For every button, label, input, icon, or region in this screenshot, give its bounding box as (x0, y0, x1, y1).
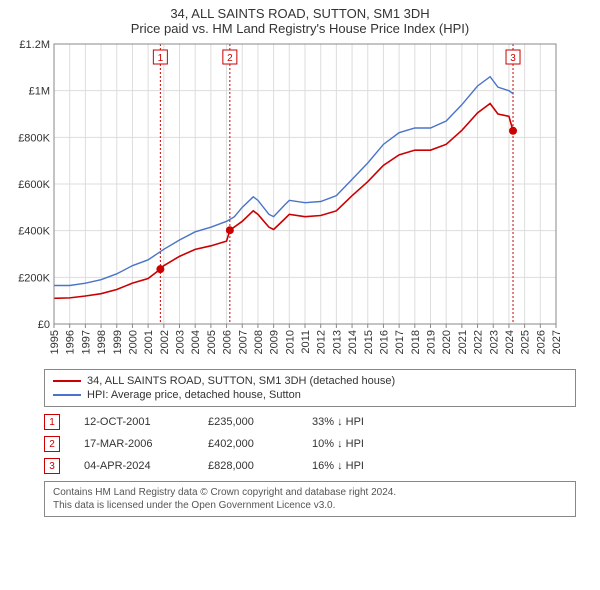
event-date: 04-APR-2024 (84, 460, 184, 472)
svg-text:£1M: £1M (29, 86, 50, 98)
svg-text:2017: 2017 (394, 330, 406, 354)
svg-text:2018: 2018 (410, 330, 422, 354)
svg-text:1998: 1998 (96, 330, 108, 354)
svg-text:2005: 2005 (206, 330, 218, 354)
legend-item: HPI: Average price, detached house, Sutt… (53, 388, 567, 402)
svg-text:2024: 2024 (504, 330, 516, 354)
event-price: £402,000 (208, 438, 288, 450)
page-title: 34, ALL SAINTS ROAD, SUTTON, SM1 3DH (0, 0, 600, 21)
svg-text:1996: 1996 (65, 330, 77, 354)
events-table: 1 12-OCT-2001 £235,000 33% ↓ HPI 2 17-MAR-200… (44, 411, 576, 477)
svg-text:1995: 1995 (49, 330, 61, 354)
svg-text:2021: 2021 (457, 330, 469, 354)
svg-text:2027: 2027 (551, 330, 563, 354)
legend-item: 34, ALL SAINTS ROAD, SUTTON, SM1 3DH (de… (53, 374, 567, 388)
svg-text:2004: 2004 (190, 330, 202, 354)
event-delta: 33% ↓ HPI (312, 416, 364, 428)
svg-text:3: 3 (510, 53, 516, 64)
page-subtitle: Price paid vs. HM Land Registry's House … (0, 21, 600, 40)
event-row: 2 17-MAR-2006 £402,000 10% ↓ HPI (44, 433, 576, 455)
event-price: £828,000 (208, 460, 288, 472)
legend-label: HPI: Average price, detached house, Sutt… (87, 389, 301, 401)
svg-text:2020: 2020 (441, 330, 453, 354)
svg-text:2009: 2009 (269, 330, 281, 354)
legend-swatch (53, 394, 81, 396)
event-date: 17-MAR-2006 (84, 438, 184, 450)
svg-text:2014: 2014 (347, 330, 359, 354)
svg-text:2019: 2019 (426, 330, 438, 354)
svg-text:2002: 2002 (159, 330, 171, 354)
svg-text:1: 1 (158, 53, 164, 64)
event-marker: 2 (44, 436, 60, 452)
svg-text:1999: 1999 (112, 330, 124, 354)
attribution: Contains HM Land Registry data © Crown c… (44, 481, 576, 517)
legend-swatch (53, 380, 81, 382)
svg-text:2007: 2007 (237, 330, 249, 354)
svg-text:2022: 2022 (473, 330, 485, 354)
legend: 34, ALL SAINTS ROAD, SUTTON, SM1 3DH (de… (44, 369, 576, 407)
svg-text:2025: 2025 (520, 330, 532, 354)
svg-text:2008: 2008 (253, 330, 265, 354)
legend-label: 34, ALL SAINTS ROAD, SUTTON, SM1 3DH (de… (87, 375, 395, 387)
svg-text:2: 2 (227, 53, 233, 64)
svg-text:£200K: £200K (18, 272, 50, 284)
event-row: 3 04-APR-2024 £828,000 16% ↓ HPI (44, 455, 576, 477)
svg-text:2012: 2012 (316, 330, 328, 354)
event-marker: 1 (44, 414, 60, 430)
svg-text:£1.2M: £1.2M (19, 40, 50, 51)
event-delta: 10% ↓ HPI (312, 438, 364, 450)
attribution-line-1: Contains HM Land Registry data © Crown c… (53, 486, 567, 499)
svg-text:£600K: £600K (18, 179, 50, 191)
attribution-line-2: This data is licensed under the Open Gov… (53, 499, 567, 512)
event-date: 12-OCT-2001 (84, 416, 184, 428)
svg-text:1997: 1997 (80, 330, 92, 354)
svg-text:2026: 2026 (535, 330, 547, 354)
svg-text:2010: 2010 (284, 330, 296, 354)
svg-text:£400K: £400K (18, 226, 50, 238)
event-marker: 3 (44, 458, 60, 474)
svg-text:£0: £0 (38, 319, 50, 331)
event-price: £235,000 (208, 416, 288, 428)
svg-text:2016: 2016 (378, 330, 390, 354)
price-chart: £0£200K£400K£600K£800K£1M£1.2M1995199619… (10, 40, 590, 361)
svg-text:2013: 2013 (331, 330, 343, 354)
svg-text:2003: 2003 (175, 330, 187, 354)
chart-svg: £0£200K£400K£600K£800K£1M£1.2M1995199619… (10, 40, 566, 356)
svg-text:2015: 2015 (363, 330, 375, 354)
svg-text:2001: 2001 (143, 330, 155, 354)
svg-text:£800K: £800K (18, 132, 50, 144)
svg-text:2000: 2000 (127, 330, 139, 354)
event-row: 1 12-OCT-2001 £235,000 33% ↓ HPI (44, 411, 576, 433)
svg-text:2023: 2023 (488, 330, 500, 354)
svg-text:2006: 2006 (222, 330, 234, 354)
event-delta: 16% ↓ HPI (312, 460, 364, 472)
svg-text:2011: 2011 (300, 330, 312, 354)
